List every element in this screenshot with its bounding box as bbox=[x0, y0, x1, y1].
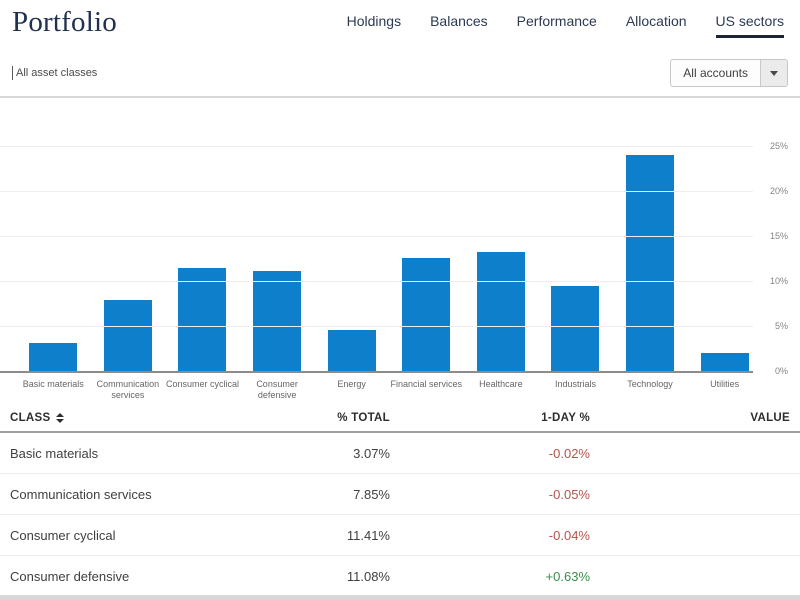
column-header-class[interactable]: CLASS bbox=[10, 412, 270, 424]
column-header-value: VALUE bbox=[590, 412, 790, 424]
cell-one-day-percent: -0.02% bbox=[548, 445, 590, 461]
bar-column bbox=[464, 252, 539, 371]
x-axis-label-consumer-cyclical: Consumer cyclical bbox=[165, 379, 239, 389]
bar-communication-services bbox=[103, 300, 152, 371]
header-divider bbox=[0, 96, 800, 98]
us-sectors-bar-chart: Basic materials Communication services Con… bbox=[0, 98, 800, 404]
cell-percent-total: 11.08% bbox=[346, 568, 390, 584]
bar-column bbox=[538, 285, 613, 371]
bar-column bbox=[314, 329, 389, 371]
y-axis-tick-label: 10% bbox=[769, 276, 788, 286]
page-title: Portfolio bbox=[12, 6, 117, 38]
x-axis-label-consumer-defensive: Consumer defensive bbox=[256, 379, 298, 400]
x-axis-label-basic-materials: Basic materials bbox=[22, 379, 84, 389]
gridline-15 bbox=[0, 236, 753, 237]
bar-column bbox=[16, 343, 91, 371]
tab-allocation[interactable]: Allocation bbox=[625, 13, 687, 29]
table-row-basic-materials: Basic materials 3.07% -0.02% bbox=[0, 433, 800, 474]
cell-percent-total: 3.07% bbox=[353, 445, 390, 461]
tab-balances[interactable]: Balances bbox=[430, 13, 488, 29]
x-axis-label-financial-services: Financial services bbox=[390, 379, 463, 389]
cell-one-day-percent: +0.63% bbox=[545, 568, 590, 584]
app-header: Portfolio Holdings Balances Performance All… bbox=[0, 0, 800, 50]
bar-column bbox=[389, 257, 464, 371]
chevron-down-icon bbox=[770, 70, 778, 76]
bar-consumer-defensive bbox=[253, 271, 302, 371]
column-header-label: 1-DAY % bbox=[541, 411, 590, 424]
sector-table: CLASS % TOTAL 1-DAY % VALUE Basic materials… bbox=[0, 404, 800, 597]
tab-performance[interactable]: Performance bbox=[516, 13, 597, 29]
x-axis-labels: Basic materials Communication services Con… bbox=[16, 379, 762, 401]
cell-percent-total: 11.41% bbox=[346, 527, 390, 543]
table-row-consumer-cyclical: Consumer cyclical 11.41% -0.04% bbox=[0, 515, 800, 556]
table-body: Basic materials 3.07% -0.02% Communication … bbox=[0, 433, 800, 597]
cell-class-name: Basic materials bbox=[10, 445, 99, 461]
bar-financial-services bbox=[402, 257, 451, 371]
sort-icon bbox=[56, 412, 65, 423]
bar-consumer-cyclical bbox=[178, 268, 227, 371]
y-axis-tick-label: 25% bbox=[769, 141, 788, 151]
x-axis-label-communication-services: Communication services bbox=[96, 379, 160, 400]
bars-area bbox=[16, 146, 762, 371]
x-axis-label-utilities: Utilities bbox=[710, 379, 740, 389]
bar-column bbox=[165, 268, 240, 371]
column-header-total: % TOTAL bbox=[270, 412, 390, 424]
asset-class-filter[interactable]: All asset classes bbox=[12, 66, 97, 80]
cell-class-name: Consumer cyclical bbox=[10, 527, 116, 543]
column-header-label: CLASS bbox=[10, 411, 51, 424]
cell-percent-total: 7.85% bbox=[353, 486, 390, 502]
y-axis-tick-label: 15% bbox=[769, 231, 788, 241]
bar-column bbox=[687, 353, 762, 371]
bar-column bbox=[613, 155, 688, 371]
table-header-row: CLASS % TOTAL 1-DAY % VALUE bbox=[0, 404, 800, 433]
column-header-label: % TOTAL bbox=[337, 411, 390, 424]
tab-holdings[interactable]: Holdings bbox=[346, 13, 402, 29]
column-header-label: VALUE bbox=[750, 411, 790, 424]
sort-up-arrow-icon bbox=[56, 412, 65, 417]
bar-column bbox=[240, 271, 315, 371]
table-row-communication-services: Communication services 7.85% -0.05% bbox=[0, 474, 800, 515]
table-row-consumer-defensive: Consumer defensive 11.08% +0.63% bbox=[0, 556, 800, 597]
x-axis-baseline bbox=[0, 371, 753, 373]
cell-class-name: Consumer defensive bbox=[10, 568, 130, 584]
gridline-10 bbox=[0, 281, 753, 282]
column-header-1-day: 1-DAY % bbox=[390, 412, 590, 424]
tab-bar: Holdings Balances Performance Allocation US … bbox=[347, 0, 800, 38]
cell-one-day-percent: -0.05% bbox=[548, 486, 590, 502]
y-axis-tick-label: 20% bbox=[769, 186, 788, 196]
bar-healthcare bbox=[476, 252, 525, 371]
tab-us-sectors[interactable]: US sectors bbox=[715, 13, 784, 38]
y-axis-tick-label: 5% bbox=[774, 321, 788, 331]
bar-utilities bbox=[700, 353, 749, 371]
gridline-25 bbox=[0, 146, 753, 147]
x-axis-label-industrials: Industrials bbox=[554, 379, 596, 389]
text-cursor-icon bbox=[12, 66, 13, 80]
bar-column bbox=[91, 300, 166, 371]
gridline-20 bbox=[0, 191, 753, 192]
bar-technology bbox=[626, 155, 675, 371]
bar-basic-materials bbox=[29, 343, 78, 371]
cell-class-name: Communication services bbox=[10, 486, 152, 502]
x-axis-label-healthcare: Healthcare bbox=[479, 379, 523, 389]
sort-down-arrow-icon bbox=[56, 418, 65, 423]
x-axis-label-energy: Energy bbox=[337, 379, 366, 389]
bar-energy bbox=[327, 329, 376, 371]
bottom-divider bbox=[0, 595, 800, 600]
bar-industrials bbox=[551, 285, 600, 371]
cell-one-day-percent: -0.04% bbox=[548, 527, 590, 543]
x-axis-label-technology: Technology bbox=[627, 379, 673, 389]
accounts-select-value: All accounts bbox=[683, 66, 748, 80]
y-axis-tick-label: 0% bbox=[774, 366, 788, 376]
asset-class-filter-label: All asset classes bbox=[16, 67, 98, 79]
filter-bar: All asset classes All accounts bbox=[0, 50, 800, 96]
gridline-5 bbox=[0, 326, 753, 327]
accounts-select[interactable]: All accounts bbox=[670, 59, 788, 87]
accounts-select-arrow[interactable] bbox=[760, 60, 787, 86]
